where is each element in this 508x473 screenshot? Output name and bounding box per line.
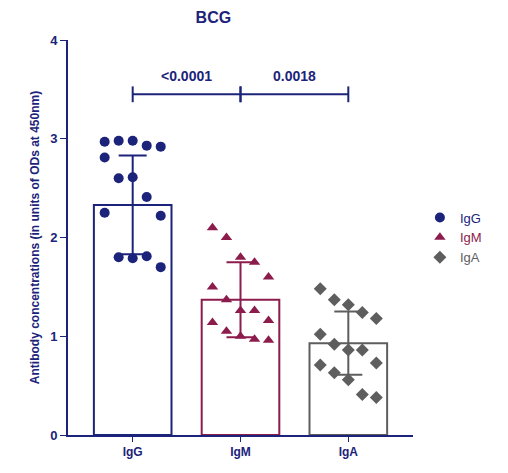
svg-text:1: 1 (50, 329, 57, 344)
svg-text:IgM: IgM (460, 230, 482, 245)
svg-text:Antibody concentrations (in un: Antibody concentrations (in units of ODs… (28, 91, 42, 384)
svg-text:3: 3 (50, 131, 57, 146)
svg-text:2: 2 (50, 230, 57, 245)
svg-text:0.0018: 0.0018 (273, 68, 316, 84)
svg-text:<0.0001: <0.0001 (161, 68, 212, 84)
svg-text:4: 4 (50, 33, 58, 48)
svg-text:IgA: IgA (460, 250, 480, 265)
svg-text:IgG: IgG (460, 211, 481, 226)
svg-text:0: 0 (50, 428, 57, 443)
svg-text:BCG: BCG (196, 9, 232, 26)
svg-text:IgG: IgG (123, 445, 143, 459)
svg-text:IgA: IgA (339, 445, 359, 459)
svg-text:IgM: IgM (230, 445, 251, 459)
